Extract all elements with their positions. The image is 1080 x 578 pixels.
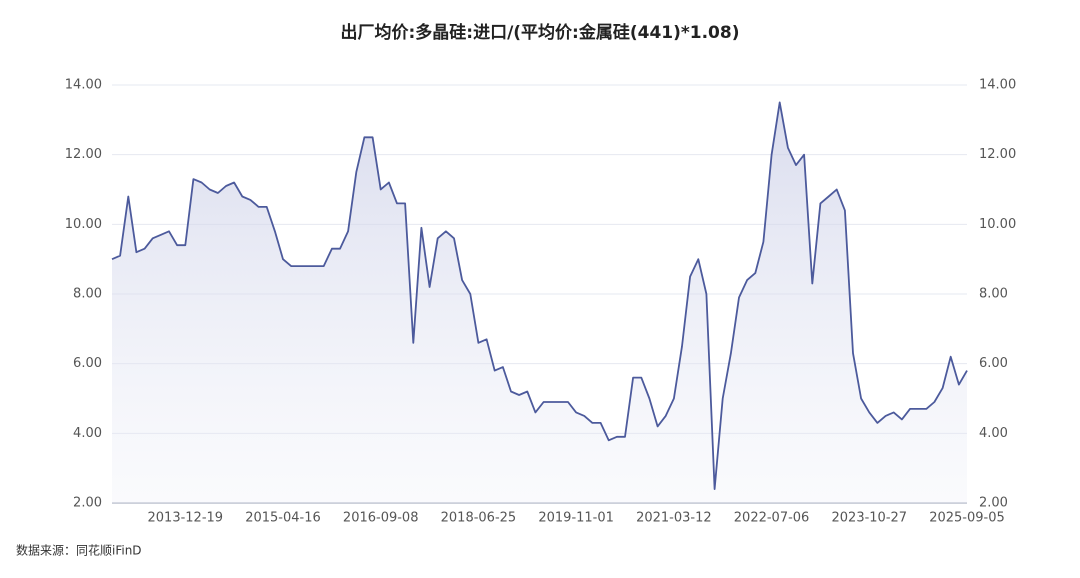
y2-tick-label: 8.00 [979, 287, 1008, 302]
y2-tick-label: 12.00 [979, 147, 1016, 162]
y-tick-label: 6.00 [73, 356, 102, 371]
area [112, 102, 967, 504]
x-tick-label: 2018-06-25 [441, 511, 517, 526]
x-tick-label: 2019-11-01 [538, 511, 614, 526]
y2-tick-label: 4.00 [979, 426, 1008, 441]
x-tick-label: 2021-03-12 [636, 511, 712, 526]
y-tick-label: 10.00 [65, 217, 102, 232]
x-tick-label: 2016-09-08 [343, 511, 419, 526]
y2-tick-label: 2.00 [979, 496, 1008, 511]
y2-tick-label: 10.00 [979, 217, 1016, 232]
y2-tick-label: 6.00 [979, 356, 1008, 371]
y-tick-label: 4.00 [73, 426, 102, 441]
x-tick-label: 2022-07-06 [734, 511, 810, 526]
chart-title: 出厂均价:多晶硅:进口/(平均价:金属硅(441)*1.08) [340, 22, 739, 43]
x-tick-label: 2015-04-16 [245, 511, 321, 526]
y-tick-label: 14.00 [65, 78, 102, 93]
y-tick-label: 8.00 [73, 287, 102, 302]
y-tick-label: 2.00 [73, 496, 102, 511]
line [111, 101, 968, 490]
x-tick-label: 2013-12-19 [148, 511, 224, 526]
x-tick-label: 2025-09-05 [929, 511, 1005, 526]
source-note: 数据来源：同花顺iFinD [16, 543, 142, 558]
y2-tick-label: 14.00 [979, 78, 1016, 93]
y-tick-label: 12.00 [65, 147, 102, 162]
x-tick-label: 2023-10-27 [832, 511, 908, 526]
